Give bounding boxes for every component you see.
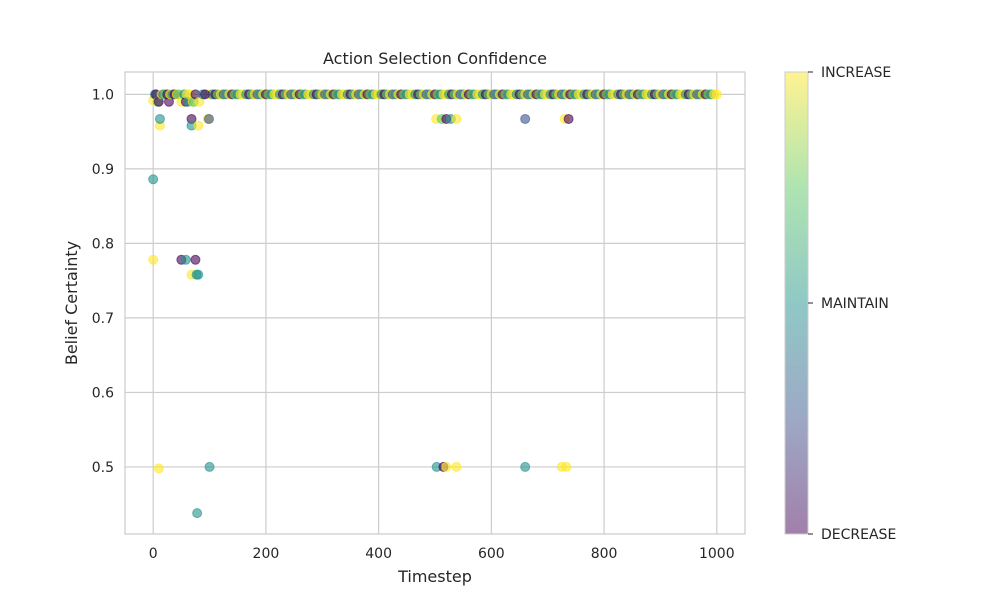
data-point [192,508,203,519]
data-point [148,254,159,265]
data-point [561,461,572,472]
y-axis-label: Belief Certainty [62,241,81,365]
y-tick-label: 1.0 [92,87,114,103]
colorbar-label: DECREASE [821,527,896,543]
colorbar-gradient [784,71,809,535]
y-tick-label: 0.6 [92,385,114,401]
colorbar-label: MAINTAIN [821,296,889,312]
y-axis-ticks: 0.5 0.6 0.7 0.8 0.9 1.0 [92,87,114,476]
data-point [451,113,462,124]
data-point [190,254,201,265]
plot-area-frame [124,71,746,535]
y-tick-label: 0.8 [92,236,114,252]
data-point [148,174,159,185]
x-tick-label: 800 [591,546,618,562]
x-tick-label: 400 [365,546,392,562]
scatter-points [148,89,722,519]
x-axis-label: Timestep [397,567,472,586]
data-point [711,89,722,100]
data-point [520,461,531,472]
data-point [441,461,452,472]
data-point [520,113,531,124]
colorbar-ticks: DECREASE MAINTAIN INCREASE [808,65,896,543]
chart-title: Action Selection Confidence [323,49,547,68]
data-point [451,461,462,472]
data-point [193,120,204,131]
y-tick-label: 0.5 [92,460,114,476]
x-tick-label: 600 [478,546,505,562]
data-point [203,113,214,124]
data-point [563,113,574,124]
data-point [200,89,211,100]
x-tick-label: 1000 [699,546,735,562]
x-tick-label: 200 [253,546,280,562]
y-tick-label: 0.9 [92,162,114,178]
y-tick-label: 0.7 [92,311,114,327]
colorbar: DECREASE MAINTAIN INCREASE [784,65,896,543]
x-tick-label: 0 [149,546,158,562]
x-axis-ticks: 0 200 400 600 800 1000 [149,546,735,562]
data-point [193,269,204,280]
data-point [180,254,191,265]
colorbar-label: INCREASE [821,65,891,81]
data-point [204,461,215,472]
data-point [154,113,165,124]
data-point [153,463,164,474]
